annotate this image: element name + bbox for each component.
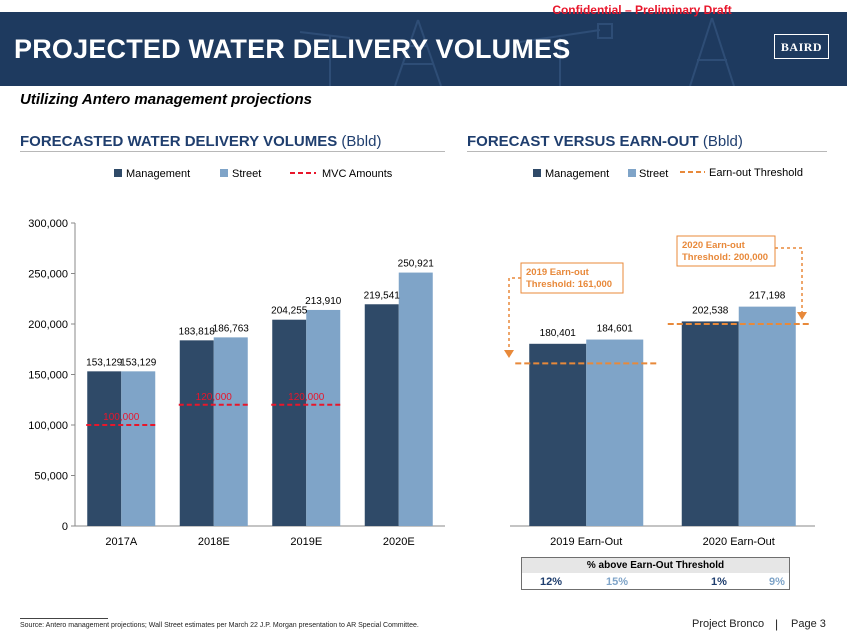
pct-table-title: % above Earn-Out Threshold: [522, 558, 789, 573]
right-section-unit: (Bbld): [702, 133, 743, 150]
left-x-tick-label: 2019E: [290, 536, 322, 548]
page-number: Page 3: [791, 618, 826, 630]
baird-logo: BAIRD: [774, 34, 829, 59]
left-section-title-text: FORECASTED WATER DELIVERY VOLUMES: [20, 133, 338, 150]
left-legend-label-mvc: MVC Amounts: [322, 168, 393, 180]
pct-2020-management: 1%: [711, 576, 727, 588]
right-data-label-management: 202,538: [692, 305, 729, 316]
left-bar-management: [272, 319, 307, 526]
right-bar-management: [681, 321, 739, 526]
left-y-tick-label: 200,000: [28, 319, 68, 331]
left-y-tick-label: 100,000: [28, 420, 68, 432]
confidential-stamp: Confidential – Preliminary Draft: [552, 3, 732, 17]
left-bar-street: [121, 371, 156, 526]
footer-separator: |: [775, 617, 779, 631]
right-section-title: FORECAST VERSUS EARN-OUT (Bbld): [467, 133, 743, 150]
right-legend-swatch-street: [628, 169, 636, 177]
left-data-label-street: 213,910: [305, 296, 342, 307]
page-subtitle: Utilizing Antero management projections: [20, 91, 312, 108]
right-legend-label-threshold: Earn-out Threshold: [709, 167, 803, 179]
left-data-label-management: 219,541: [364, 290, 401, 301]
left-bar-street: [306, 309, 341, 526]
left-section-unit: (Bbld): [341, 133, 382, 150]
callout-2020-arrowhead: [797, 312, 807, 320]
left-mvc-label: 120,000: [288, 392, 325, 403]
left-legend-label-management: Management: [126, 168, 190, 180]
left-mvc-label: 120,000: [196, 392, 233, 403]
project-name: Project Bronco: [692, 618, 765, 630]
right-bar-management: [529, 343, 587, 526]
left-x-tick-label: 2017A: [105, 536, 137, 548]
pct-above-threshold-table: % above Earn-Out Threshold 12% 15% 1% 9%: [521, 557, 790, 590]
callout-2019-arrowhead: [504, 350, 514, 358]
left-x-tick-label: 2020E: [383, 536, 415, 548]
left-bar-street: [213, 337, 248, 526]
right-legend-label-management: Management: [545, 168, 609, 180]
left-y-tick-label: 0: [62, 521, 68, 533]
left-data-label-management: 153,129: [86, 357, 123, 368]
callout-2020-line2: Threshold: 200,000: [682, 252, 768, 263]
left-y-tick-label: 50,000: [34, 471, 68, 483]
header-banner: [0, 12, 847, 86]
source-footnote: Source: Antero management projections; W…: [20, 622, 419, 629]
pct-2019-street: 15%: [605, 576, 629, 588]
callout-2019-line2: Threshold: 161,000: [526, 279, 612, 290]
right-legend-label-street: Street: [639, 168, 668, 180]
left-legend-label-street: Street: [232, 168, 261, 180]
left-data-label-street: 186,763: [213, 323, 250, 334]
oil-field-background-graphic: [299, 17, 735, 86]
left-data-label-street: 250,921: [398, 259, 435, 270]
left-x-tick-label: 2018E: [198, 536, 230, 548]
pct-2020-street: 9%: [769, 576, 785, 588]
callout-2020-box: [676, 235, 776, 267]
right-data-label-street: 184,601: [597, 324, 634, 335]
left-legend-swatch-street: [220, 169, 228, 177]
left-data-label-street: 153,129: [120, 357, 157, 368]
pct-2019-management: 12%: [539, 576, 563, 588]
right-bar-street: [586, 339, 644, 526]
right-x-tick-label: 2019 Earn-Out: [550, 536, 622, 548]
left-bar-management: [179, 340, 214, 526]
left-y-tick-label: 250,000: [28, 269, 68, 281]
right-legend-swatch-management: [533, 169, 541, 177]
footnote-rule: [20, 618, 108, 619]
right-bar-street: [738, 306, 796, 526]
left-data-label-management: 183,818: [179, 326, 216, 337]
callout-2019-connector: [508, 277, 521, 352]
callout-2019-line1: 2019 Earn-out: [526, 267, 590, 278]
page-title: PROJECTED WATER DELIVERY VOLUMES: [14, 34, 571, 64]
left-y-tick-label: 150,000: [28, 370, 68, 382]
callout-2020-connector: [775, 247, 803, 314]
left-bar-management: [87, 371, 122, 526]
left-bar-management: [364, 304, 399, 526]
left-section-title: FORECASTED WATER DELIVERY VOLUMES (Bbld): [20, 133, 381, 150]
right-data-label-management: 180,401: [540, 328, 577, 339]
left-data-label-management: 204,255: [271, 306, 308, 317]
left-y-tick-label: 300,000: [28, 218, 68, 230]
left-legend-swatch-management: [114, 169, 122, 177]
right-section-rule: [467, 151, 827, 152]
callout-2020-line1: 2020 Earn-out: [682, 240, 746, 251]
left-bar-street: [398, 272, 433, 526]
left-section-rule: [20, 151, 445, 152]
left-mvc-label: 100,000: [103, 412, 140, 423]
right-data-label-street: 217,198: [749, 291, 786, 302]
right-section-title-text: FORECAST VERSUS EARN-OUT: [467, 133, 699, 150]
right-x-tick-label: 2020 Earn-Out: [703, 536, 775, 548]
callout-2019-box: [520, 262, 624, 294]
